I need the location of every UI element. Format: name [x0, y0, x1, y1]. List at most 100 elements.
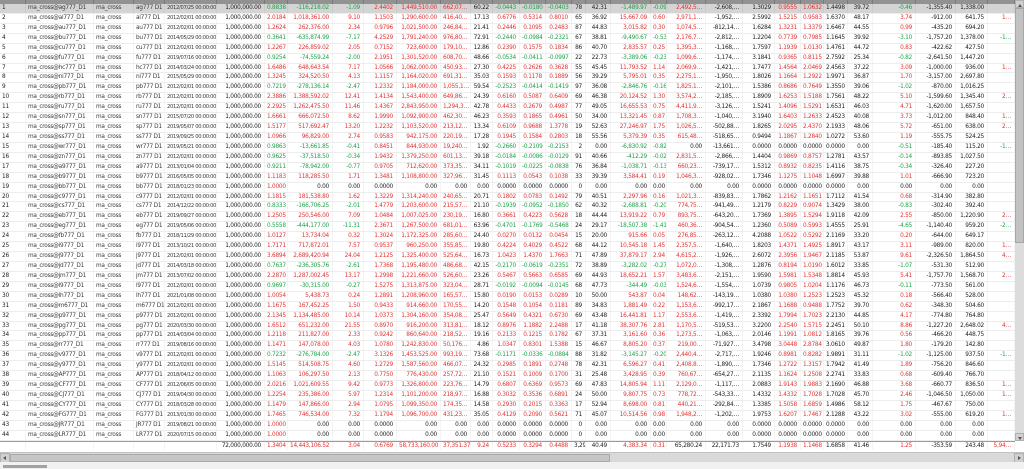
cell: 0.6769 [364, 441, 397, 451]
table-row[interactable]: 42 ma_cross@FG777_D1 ma_cross FG777 D1 2013/… [0, 410, 1015, 421]
table-row[interactable]: 22 ma_cross@eb777_D1 ma_cross eb777 D1 2019/… [0, 212, 1015, 223]
table-row[interactable]: 19 ma_cross@bb777_D1 ma_cross bb777 D1 2018/… [0, 182, 1015, 193]
table-row[interactable]: 24 ma_cross@fb777_D1 ma_cross fb777 D1 2018/… [0, 232, 1015, 243]
table-row[interactable]: 1 ma_cross@ag777_D1 ma_cross ag777 D1 2012/0… [0, 4, 1015, 14]
cell: 691,31… [441, 73, 471, 83]
scroll-down-arrow-icon[interactable] [1015, 433, 1024, 441]
table-row[interactable]: 29 ma_cross@l9777_D1 ma_cross l9777 D1 2012/… [0, 281, 1015, 292]
table-row[interactable]: 35 ma_cross@rr777_D1 ma_cross rr777 D1 2019/… [0, 341, 1015, 352]
cell: 1.0380 [743, 291, 775, 301]
table-row[interactable]: 33 ma_cross@pg777_D1 ma_cross pg777 D1 2020/… [0, 321, 1015, 332]
column-header[interactable] [471, 0, 493, 4]
table-row[interactable]: 14 ma_cross@ss777_D1 ma_cross ss777 D1 2019/… [0, 132, 1015, 143]
table-row[interactable]: 10 ma_cross@rb777_D1 ma_cross rb777 D1 2012/… [0, 93, 1015, 104]
table-row[interactable]: 12 ma_cross@sn777_D1 ma_cross sn777 D1 2015/… [0, 113, 1015, 124]
total-row[interactable]: 72,000,000.00 1.3404 14,443,106.52 3.04 0.67… [0, 440, 1015, 451]
table-row[interactable]: 7 ma_cross@hc777_D1 ma_cross hc777 D1 2014/0… [0, 63, 1015, 74]
column-header[interactable] [775, 0, 801, 4]
column-header[interactable] [0, 0, 26, 4]
column-header[interactable] [134, 0, 165, 4]
cell: 1.9971 [824, 73, 848, 83]
horizontal-scrollbar-thumb[interactable] [10, 454, 610, 462]
column-header[interactable] [572, 0, 586, 4]
table-row[interactable]: 25 ma_cross@i9777_D1 ma_cross i9777 D1 2013/… [0, 242, 1015, 253]
cell: 0.0000 [546, 182, 572, 192]
column-header[interactable] [988, 0, 1015, 4]
column-header[interactable] [824, 0, 848, 4]
cell: 19 [0, 182, 26, 192]
column-header[interactable] [743, 0, 775, 4]
table-row[interactable]: 4 ma_cross@bu777_D1 ma_cross bu777 D1 2014/0… [0, 33, 1015, 44]
table-row[interactable]: 3 ma_cross@au777_D1 ma_cross au777 D1 2012/0… [0, 23, 1015, 34]
vertical-scrollbar-thumb[interactable] [1015, 8, 1024, 243]
table-row[interactable]: 18 ma_cross@b9777_D1 ma_cross b9777 D1 2016/… [0, 172, 1015, 183]
column-header[interactable] [288, 0, 333, 4]
column-header[interactable] [956, 0, 988, 4]
column-header-strip[interactable] [0, 0, 1015, 4]
column-header[interactable] [667, 0, 706, 4]
table-row[interactable]: 32 ma_cross@p9777_D1 ma_cross p9777 D1 2012/… [0, 311, 1015, 322]
table-row[interactable]: 38 ma_cross@AP777_D1 ma_cross AP777 D1 2018/… [0, 371, 1015, 382]
table-row[interactable]: 39 ma_cross@CF777_D1 ma_cross CF777 D1 2012/… [0, 381, 1015, 391]
column-header[interactable] [165, 0, 217, 4]
table-row[interactable]: 20 ma_cross@c9777_D1 ma_cross c9777 D1 2012/… [0, 192, 1015, 203]
scroll-up-arrow-icon[interactable] [1015, 0, 1024, 8]
cell: ma_cross [94, 202, 134, 212]
table-row[interactable]: 30 ma_cross@lh777_D1 ma_cross lh777 D1 2021/… [0, 291, 1015, 302]
table-row[interactable]: 28 ma_cross@jm777_D1 ma_cross jm777 D1 2013/… [0, 271, 1015, 282]
cell: 1.4370 [520, 252, 546, 261]
column-header[interactable] [916, 0, 956, 4]
table-row[interactable]: 34 ma_cross@pp777_D1 ma_cross pp777 D1 2014/… [0, 331, 1015, 342]
column-header[interactable] [333, 0, 364, 4]
table-row[interactable]: 41 ma_cross@CY777_D1 ma_cross CY777 D1 2018/… [0, 400, 1015, 411]
column-header[interactable] [651, 0, 667, 4]
column-header[interactable] [706, 0, 743, 4]
table-row[interactable]: 9 ma_cross@pb777_D1 ma_cross pb777 D1 2012/0… [0, 83, 1015, 94]
cell: 1.2118 [265, 331, 288, 341]
cell: -0.0997 [546, 53, 572, 63]
cell: 1,290,600.00 [397, 13, 441, 23]
table-row[interactable]: 26 ma_cross@j9777_D1 ma_cross j9777 D1 2012/… [0, 252, 1015, 262]
column-header[interactable] [364, 0, 397, 4]
table-row[interactable]: 5 ma_cross@cu777_D1 ma_cross cu777 D1 2012/0… [0, 43, 1015, 54]
column-header[interactable] [611, 0, 651, 4]
table-row[interactable]: 40 ma_cross@CJ777_D1 ma_cross CJ777 D1 2019/… [0, 390, 1015, 401]
table-row[interactable]: 23 ma_cross@eg777_D1 ma_cross eg777 D1 2019/… [0, 222, 1015, 233]
table-row[interactable]: 43 ma_cross@JR777_D1 ma_cross JR777 D1 2019/… [0, 420, 1015, 431]
table-row[interactable]: 6 ma_cross@fu777_D1 ma_cross fu777 D1 2019/0… [0, 53, 1015, 64]
table-row[interactable]: 17 ma_cross@a9777_D1 ma_cross a9777 D1 2013/… [0, 162, 1015, 173]
column-header[interactable] [848, 0, 873, 4]
cell: 39.76 [848, 331, 873, 341]
column-header[interactable] [397, 0, 441, 4]
cell: 2.1169 [824, 232, 848, 242]
cell: 0.0000 [801, 430, 824, 440]
cell: 68 [572, 281, 586, 291]
column-header[interactable] [26, 0, 94, 4]
table-row[interactable]: 13 ma_cross@sp777_D1 ma_cross sp777 D1 2019/… [0, 123, 1015, 133]
column-header[interactable] [873, 0, 916, 4]
table-row[interactable]: 21 ma_cross@cs777_D1 ma_cross cs777 D1 2014/… [0, 202, 1015, 213]
table-row[interactable]: 31 ma_cross@m6777_D1 ma_cross m6777 D1 2012/… [0, 301, 1015, 312]
cell: 77 [572, 103, 586, 113]
column-header[interactable] [546, 0, 572, 4]
table-row[interactable]: 44 ma_cross@LR777_D1 ma_cross LR777 D1 2020/… [0, 430, 1015, 441]
table-row[interactable]: 16 ma_cross@zn777_D1 ma_cross zn777 D1 2012/… [0, 152, 1015, 163]
horizontal-scrollbar[interactable] [0, 452, 1024, 463]
column-header[interactable] [94, 0, 134, 4]
table-row[interactable]: 8 ma_cross@ni777_D1 ma_cross ni777 D1 2015/0… [0, 73, 1015, 84]
vertical-scrollbar[interactable] [1015, 0, 1024, 441]
column-header[interactable] [493, 0, 520, 4]
cell: 1,153,6… [667, 301, 706, 311]
column-header[interactable] [801, 0, 824, 4]
column-header[interactable] [441, 0, 471, 4]
table-row[interactable]: 37 ma_cross@y9777_D1 ma_cross y9777 D1 2012/… [0, 361, 1015, 372]
table-row[interactable]: 27 ma_cross@jd777_D1 ma_cross jd777 D1 2014/… [0, 261, 1015, 272]
table-row[interactable]: 36 ma_cross@v9777_D1 ma_cross v9777 D1 2012/… [0, 351, 1015, 362]
column-header[interactable] [217, 0, 265, 4]
column-header[interactable] [520, 0, 546, 4]
column-header[interactable] [265, 0, 288, 4]
table-row[interactable]: 15 ma_cross@wr777_D1 ma_cross wr777 D1 2019/… [0, 142, 1015, 153]
table-row[interactable]: 11 ma_cross@ru777_D1 ma_cross ru777 D1 2012/… [0, 103, 1015, 114]
column-header[interactable] [586, 0, 611, 4]
table-row[interactable]: 2 ma_cross@al777_D1 ma_cross al777 D1 2012/0… [0, 13, 1015, 24]
